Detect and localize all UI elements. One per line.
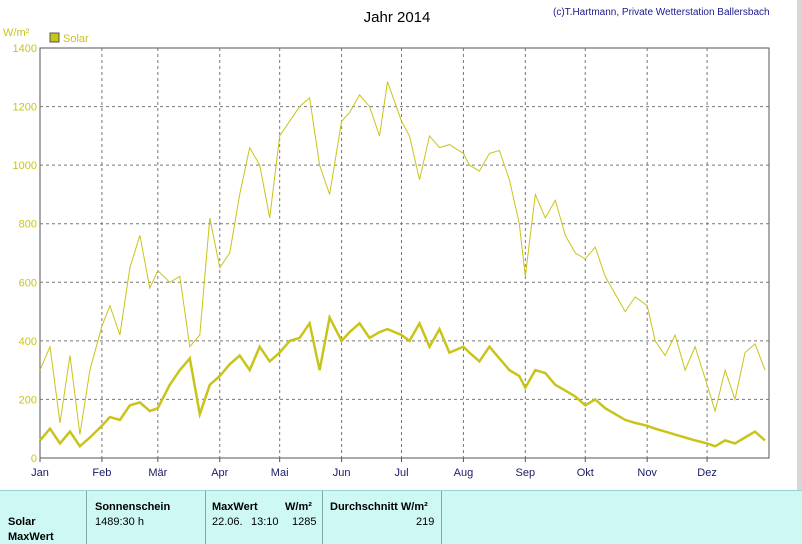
header-sunshine: Sonnenschein xyxy=(95,501,171,513)
y-tick-label: 0 xyxy=(31,453,37,465)
header-maxwert: MaxWert xyxy=(212,501,258,513)
x-tick-label: Okt xyxy=(577,467,594,479)
header-average: Durchschnitt W/m² xyxy=(330,501,428,513)
y-tick-label: 1400 xyxy=(13,43,37,55)
x-tick-label: Sep xyxy=(516,467,536,479)
chart-title: Jahr 2014 xyxy=(364,9,431,26)
legend-swatch xyxy=(49,32,60,43)
y-tick-label: 1200 xyxy=(13,102,37,114)
x-tick-label: Jun xyxy=(333,467,351,479)
y-tick-label: 200 xyxy=(19,394,37,406)
value-max-date: 22.06. xyxy=(212,516,243,528)
x-tick-label: Dez xyxy=(697,467,717,479)
row-label-maxwert: MaxWert xyxy=(8,531,54,543)
x-tick-label: Jan xyxy=(31,467,49,479)
stats-label-col: Solar MaxWert xyxy=(0,491,87,544)
legend-label: Solar xyxy=(63,33,89,45)
series-solar-max-line xyxy=(39,81,766,435)
x-tick-label: Apr xyxy=(211,467,228,479)
x-tick-label: Mär xyxy=(148,467,167,479)
row-label-solar: Solar xyxy=(8,516,36,528)
header-maxwert-unit: W/m² xyxy=(285,501,312,513)
solar-chart: Jahr 2014 (c)T.Hartmann, Private Wetters… xyxy=(3,7,770,479)
y-tick-label: 800 xyxy=(19,219,37,231)
y-tick-label: 400 xyxy=(19,336,37,348)
x-tick-label: Aug xyxy=(454,467,474,479)
series-solar-mean-line xyxy=(39,313,766,449)
value-average: 219 xyxy=(416,516,435,528)
x-tick-label: Feb xyxy=(92,467,111,479)
chart-credit: (c)T.Hartmann, Private Wetterstation Bal… xyxy=(553,7,770,18)
plot-area: 0 200 400 600 800 1000 1200 1400 Jan Feb Mär Apr Mai… xyxy=(13,43,770,479)
y-axis-label: W/m² xyxy=(3,27,30,39)
stats-maxwert-col: MaxWert W/m² 22.06. 13:10 1285 xyxy=(206,491,323,544)
x-tick-label: Nov xyxy=(637,467,657,479)
stats-panel: Solar MaxWert Sonnenschein 1489:30 h Max… xyxy=(0,490,802,544)
value-max-time: 13:10 xyxy=(251,516,279,528)
window-edge xyxy=(797,0,802,543)
value-max: 1285 xyxy=(292,516,317,528)
y-tick-label: 600 xyxy=(19,277,37,289)
y-tick-label: 1000 xyxy=(13,160,37,172)
stats-sunshine-col: Sonnenschein 1489:30 h xyxy=(87,491,206,544)
x-tick-label: Jul xyxy=(394,467,408,479)
stats-average-col: Durchschnitt W/m² 219 xyxy=(323,491,442,544)
plot-frame xyxy=(39,47,770,459)
x-tick-label: Mai xyxy=(271,467,289,479)
value-sunshine: 1489:30 h xyxy=(95,516,144,528)
